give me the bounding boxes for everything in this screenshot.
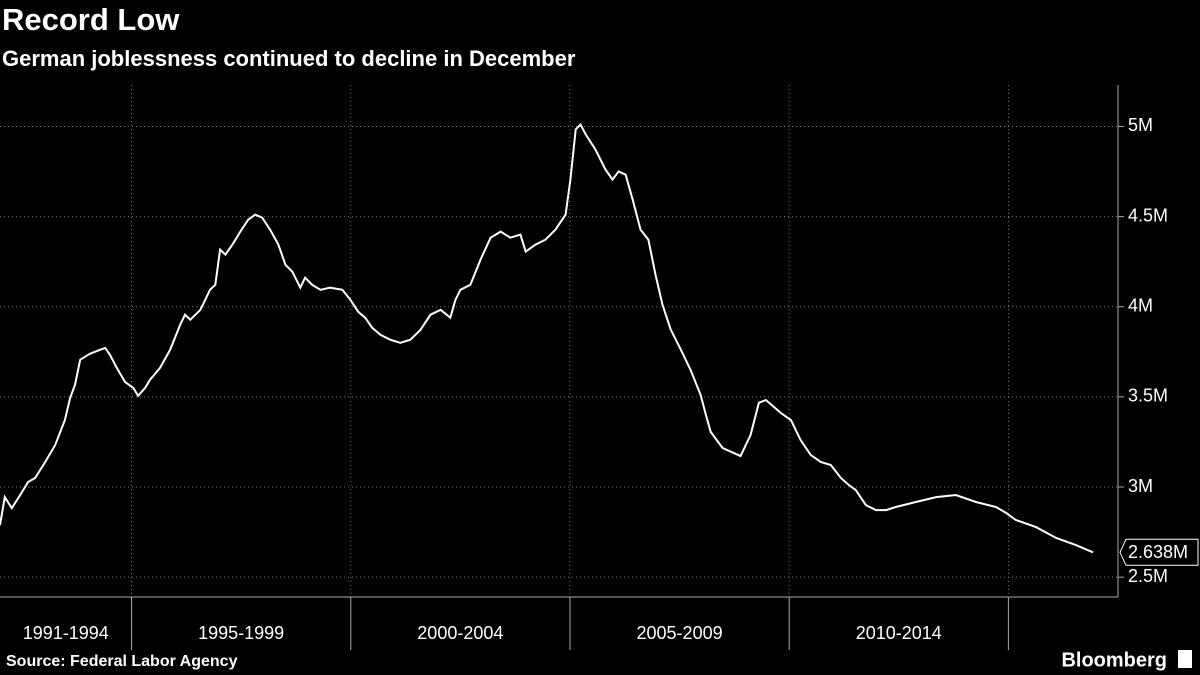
x-tick-label: 2005-2009 <box>637 623 723 643</box>
line <box>0 122 1094 554</box>
y-tick-label: 4.5M <box>1128 205 1168 225</box>
brand: Bloomberg <box>1061 649 1167 671</box>
x-tick-label: 2000-2004 <box>417 623 503 643</box>
x-tick-label: 1991-1994 <box>23 623 109 643</box>
source: Source: Federal Labor Agency <box>6 653 238 670</box>
end-label: 2.638M <box>1128 542 1188 562</box>
y-tick-label: 4M <box>1128 295 1153 315</box>
brand-icon <box>1178 650 1192 668</box>
y-tick-label: 3.5M <box>1128 386 1168 406</box>
x-tick-label: 1995-1999 <box>198 623 284 643</box>
x-tick-label: 2010-2014 <box>856 623 942 643</box>
y-tick-label: 5M <box>1128 115 1153 135</box>
y-tick-label: 2.5M <box>1128 566 1168 586</box>
y-tick-label: 3M <box>1128 476 1153 496</box>
chart-title: Record Low <box>2 2 180 37</box>
chart-subtitle: German joblessness continued to decline … <box>2 46 576 71</box>
end-label-box <box>1119 538 1199 566</box>
